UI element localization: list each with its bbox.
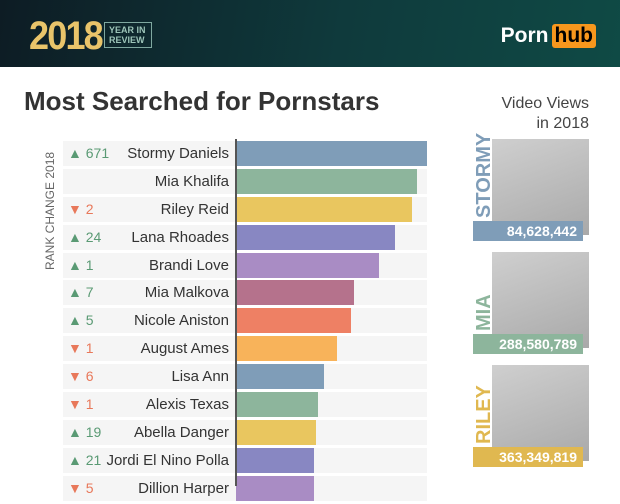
- category-label: Mia Khalifa: [154, 172, 229, 190]
- bar: [236, 196, 412, 222]
- chart-row: ▲ 1 Brandi Love: [63, 252, 427, 281]
- rank-change-label: ▲ 1: [68, 256, 94, 273]
- bar-chart: ▲ 671 Stormy Daniels Mia Khalifa ▼ 2 Riley R…: [63, 141, 427, 504]
- rank-change-label: ▼ 6: [68, 368, 94, 385]
- rank-change-label: ▲ 671: [68, 145, 110, 161]
- rank-change-label: ▲ 5: [68, 312, 94, 329]
- video-views-title: Video Views in 2018: [501, 95, 589, 132]
- category-label: August Ames: [140, 340, 229, 358]
- category-label: Abella Danger: [133, 423, 229, 441]
- bar: [236, 224, 395, 250]
- bar: [236, 141, 427, 166]
- year-logo: 2018: [29, 14, 104, 58]
- category-label: Mia Malkova: [144, 284, 229, 302]
- chart-row: ▲ 19 Abella Danger: [63, 419, 427, 448]
- header: 2018 YEAR IN REVIEW Porn hub: [0, 0, 620, 67]
- category-label: Nicole Aniston: [133, 312, 229, 330]
- rank-change-label: ▲ 19: [68, 423, 102, 440]
- brand-logo[interactable]: Porn hub: [501, 24, 596, 48]
- category-label: Jordi El Nino Polla: [106, 451, 229, 469]
- chart-row: ▼ 6 Lisa Ann: [63, 364, 427, 392]
- rank-change-label: ▲ 24: [68, 228, 102, 245]
- bar: [236, 168, 418, 194]
- category-label: Dillion Harper: [138, 479, 229, 497]
- rank-change-axis-label: RANK CHANGE 2018: [43, 151, 57, 270]
- chart-row: Mia Khalifa: [63, 168, 427, 197]
- views-card: MIA 288,580,789: [473, 252, 589, 355]
- chart-row: ▲ 7 Mia Malkova: [63, 280, 427, 308]
- chart-row: ▲ 5 Nicole Aniston: [63, 308, 427, 336]
- bar: [236, 419, 317, 445]
- bar: [236, 280, 355, 306]
- category-label: Lisa Ann: [171, 368, 229, 386]
- views-count: 288,580,789: [473, 334, 583, 354]
- category-label: Lana Rhoades: [131, 228, 229, 246]
- chart-row: ▼ 2 Riley Reid: [63, 196, 427, 225]
- rank-change-label: ▼ 1: [68, 396, 94, 413]
- category-label: Alexis Texas: [145, 396, 229, 414]
- rank-change-label: ▲ 7: [68, 284, 94, 301]
- category-label: Stormy Daniels: [127, 145, 229, 162]
- logo-text: Porn: [500, 24, 549, 47]
- bar: [236, 336, 338, 362]
- bar: [236, 475, 315, 501]
- chart-title: Most Searched for Pornstars: [24, 86, 380, 116]
- views-count: 84,628,442: [473, 221, 583, 241]
- bar: [236, 308, 351, 334]
- year-in-review-label: YEAR IN REVIEW: [104, 22, 152, 48]
- logo-badge: hub: [551, 24, 596, 48]
- rank-change-label: ▼ 2: [68, 200, 94, 217]
- card-name: STORMY: [473, 132, 495, 218]
- category-label: Brandi Love: [148, 256, 229, 274]
- chart-row: ▲ 24 Lana Rhoades: [63, 224, 427, 253]
- bar: [236, 447, 315, 473]
- chart-row: ▼ 5 Dillion Harper: [63, 475, 427, 504]
- bar: [236, 364, 324, 390]
- rank-change-label: ▼ 5: [68, 479, 94, 496]
- rank-change-label: ▲ 21: [68, 451, 102, 468]
- photo-placeholder: [492, 139, 589, 235]
- chart-axis-line: [235, 139, 237, 486]
- card-name: MIA: [473, 294, 495, 331]
- photo-placeholder: [492, 365, 589, 461]
- views-card: STORMY 84,628,442: [473, 133, 589, 242]
- photo-placeholder: [492, 252, 589, 348]
- views-count: 363,349,819: [473, 447, 583, 467]
- chart-row: ▲ 671 Stormy Daniels: [63, 141, 427, 169]
- views-card: RILEY 363,349,819: [473, 365, 589, 468]
- chart-row: ▼ 1 Alexis Texas: [63, 392, 427, 420]
- card-name: RILEY: [473, 385, 495, 444]
- bar: [236, 252, 380, 278]
- rank-change-label: ▼ 1: [68, 340, 94, 357]
- chart-row: ▼ 1 August Ames: [63, 336, 427, 364]
- chart-row: ▲ 21 Jordi El Nino Polla: [63, 447, 427, 476]
- bar: [236, 392, 319, 418]
- category-label: Riley Reid: [160, 200, 229, 218]
